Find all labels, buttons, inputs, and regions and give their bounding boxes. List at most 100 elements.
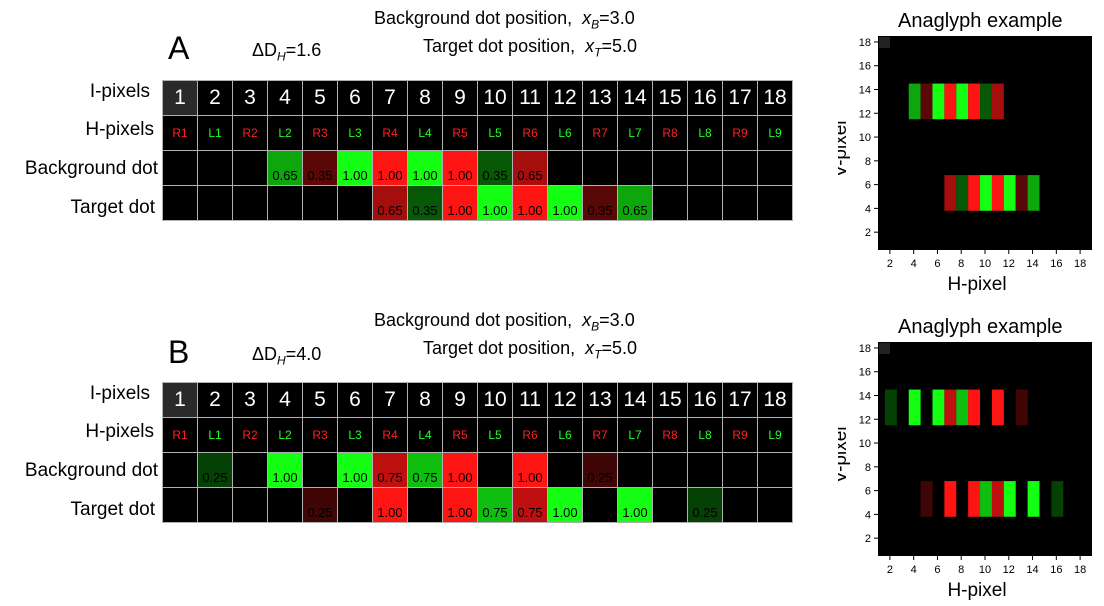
hpixel-cell: L4 xyxy=(407,417,443,453)
ipixel-cell: 8 xyxy=(407,382,443,418)
anaglyph-title: Anaglyph example xyxy=(898,10,1063,32)
ipixel-cell: 15 xyxy=(652,382,688,418)
disparity-label: ΔDH=4.0 xyxy=(252,344,322,368)
y-axis-label: V-pixel xyxy=(838,426,851,483)
background-dot-cell: 1.00 xyxy=(267,452,303,488)
target-dot-cell: 0.35 xyxy=(407,185,443,221)
hpixel-cell: R8 xyxy=(652,115,688,151)
background-dot-cell xyxy=(757,150,793,186)
target-dot-cell: 1.00 xyxy=(512,185,548,221)
background-dot-cell xyxy=(547,452,583,488)
intensity-value: 0.75 xyxy=(517,505,543,520)
background-dot-cell: 1.00 xyxy=(372,150,408,186)
pixel-grid: 1 2 3 4 5 6 7 8 9 10 11 12 13 14 15 16 17 18 R1 L1 R2 L2 R3 L3 R… xyxy=(162,80,793,221)
panel-b: Background dot position, xB=3.0 Target d… xyxy=(0,302,820,602)
intensity-value: 0.65 xyxy=(517,168,543,183)
row-label-ipixels: I-pixels xyxy=(89,81,150,102)
background-dot-cell: 1.00 xyxy=(407,150,443,186)
hpixel-cell: L6 xyxy=(547,115,583,151)
row-label-background: Background dot xyxy=(24,460,158,481)
hpixel-cell: L2 xyxy=(267,115,303,151)
x-tick-label: 10 xyxy=(979,564,991,576)
background-dot-bar xyxy=(884,389,897,426)
row-label-hpixels: H-pixels xyxy=(85,119,154,140)
hpixel-cell: R3 xyxy=(302,417,338,453)
target-dot-bar xyxy=(1027,175,1040,211)
target-dot-cell xyxy=(162,185,198,221)
x-axis-label: H-pixel xyxy=(947,580,1006,601)
hpixel-cell: R9 xyxy=(722,115,758,151)
anaglyph-example: Anaglyph example 2 4 6 8 10 12 14 16 18 2 4 6 8 10 12 1… xyxy=(838,306,1104,606)
target-dot-bar xyxy=(968,175,981,211)
hpixel-cell: R4 xyxy=(372,417,408,453)
anaglyph-plot: 2 4 6 8 10 12 14 16 18 2 4 6 8 10 12 14 16 18 H-pixel V-pix… xyxy=(838,36,1092,295)
ipixel-cell: 2 xyxy=(197,80,233,116)
ipixel-cell: 16 xyxy=(687,382,723,418)
target-dot-bar xyxy=(1051,481,1064,517)
background-dot-cell xyxy=(197,150,233,186)
intensity-value: 1.00 xyxy=(447,470,473,485)
background-dot-cell: 1.00 xyxy=(337,150,373,186)
target-dot-bar xyxy=(991,175,1004,211)
x-tick-label: 2 xyxy=(887,564,893,576)
intensity-value: 0.65 xyxy=(272,168,298,183)
y-tick-label: 12 xyxy=(859,414,871,426)
x-tick-label: 14 xyxy=(1026,258,1038,270)
background-dot-cell xyxy=(582,150,618,186)
target-dot-cell xyxy=(652,487,688,523)
intensity-value: 0.25 xyxy=(692,505,718,520)
ipixel-cell: 4 xyxy=(267,382,303,418)
ipixel-row: 1 2 3 4 5 6 7 8 9 10 11 12 13 14 15 16 17 18 xyxy=(162,382,793,418)
intensity-value: 1.00 xyxy=(272,470,298,485)
target-dot-cell: 0.35 xyxy=(582,185,618,221)
hpixel-row: R1 L1 R2 L2 R3 L3 R4 L4 R5 L5 R6 L6 R7 L7 R8 L8 R9 L9 xyxy=(162,115,793,151)
intensity-value: 0.75 xyxy=(377,470,403,485)
intensity-value: 0.65 xyxy=(622,203,648,218)
target-dot-cell: 0.75 xyxy=(477,487,513,523)
corner-marker xyxy=(879,343,890,354)
intensity-value: 0.75 xyxy=(482,505,508,520)
target-dot-cell xyxy=(722,185,758,221)
plot-area xyxy=(878,342,1092,556)
background-dot-bar xyxy=(968,83,981,120)
y-tick-label: 6 xyxy=(865,180,871,192)
target-dot-cell xyxy=(337,185,373,221)
target-dot-cell: 1.00 xyxy=(442,185,478,221)
corner-marker xyxy=(879,37,890,48)
target-position-label: Target dot position, xT=5.0 xyxy=(423,338,638,362)
ipixel-cell: 16 xyxy=(687,80,723,116)
panel-a: Background dot position, xB=3.0 Target d… xyxy=(0,0,820,300)
target-dot-bar xyxy=(920,481,933,517)
x-tick-label: 12 xyxy=(1003,564,1015,576)
x-tick-label: 8 xyxy=(958,564,964,576)
target-dot-cell: 0.25 xyxy=(302,487,338,523)
background-dot-cell: 0.75 xyxy=(372,452,408,488)
intensity-value: 1.00 xyxy=(447,505,473,520)
ipixel-cell: 13 xyxy=(582,80,618,116)
target-dot-cell xyxy=(267,487,303,523)
background-dot-cell: 1.00 xyxy=(337,452,373,488)
target-dot-cell xyxy=(757,185,793,221)
ipixel-cell: 17 xyxy=(722,382,758,418)
background-dot-cell: 1.00 xyxy=(442,452,478,488)
y-tick-label: 10 xyxy=(859,438,871,450)
y-tick-label: 8 xyxy=(865,156,871,168)
intensity-value: 1.00 xyxy=(377,505,403,520)
intensity-value: 0.35 xyxy=(412,203,438,218)
target-dot-cell xyxy=(162,487,198,523)
hpixel-cell: R8 xyxy=(652,417,688,453)
hpixel-cell: R9 xyxy=(722,417,758,453)
background-dot-cell xyxy=(687,452,723,488)
hpixel-cell: R1 xyxy=(162,417,198,453)
ipixel-cell: 5 xyxy=(302,80,338,116)
y-tick-label: 4 xyxy=(865,509,871,521)
hpixel-cell: L4 xyxy=(407,115,443,151)
panel-letter: A xyxy=(168,30,190,66)
x-tick-label: 6 xyxy=(934,564,940,576)
intensity-value: 0.35 xyxy=(307,168,333,183)
plot-area xyxy=(878,36,1092,250)
y-tick-label: 14 xyxy=(859,85,871,97)
background-dot-cell xyxy=(477,452,513,488)
ipixel-cell: 14 xyxy=(617,80,653,116)
hpixel-cell: R2 xyxy=(232,417,268,453)
